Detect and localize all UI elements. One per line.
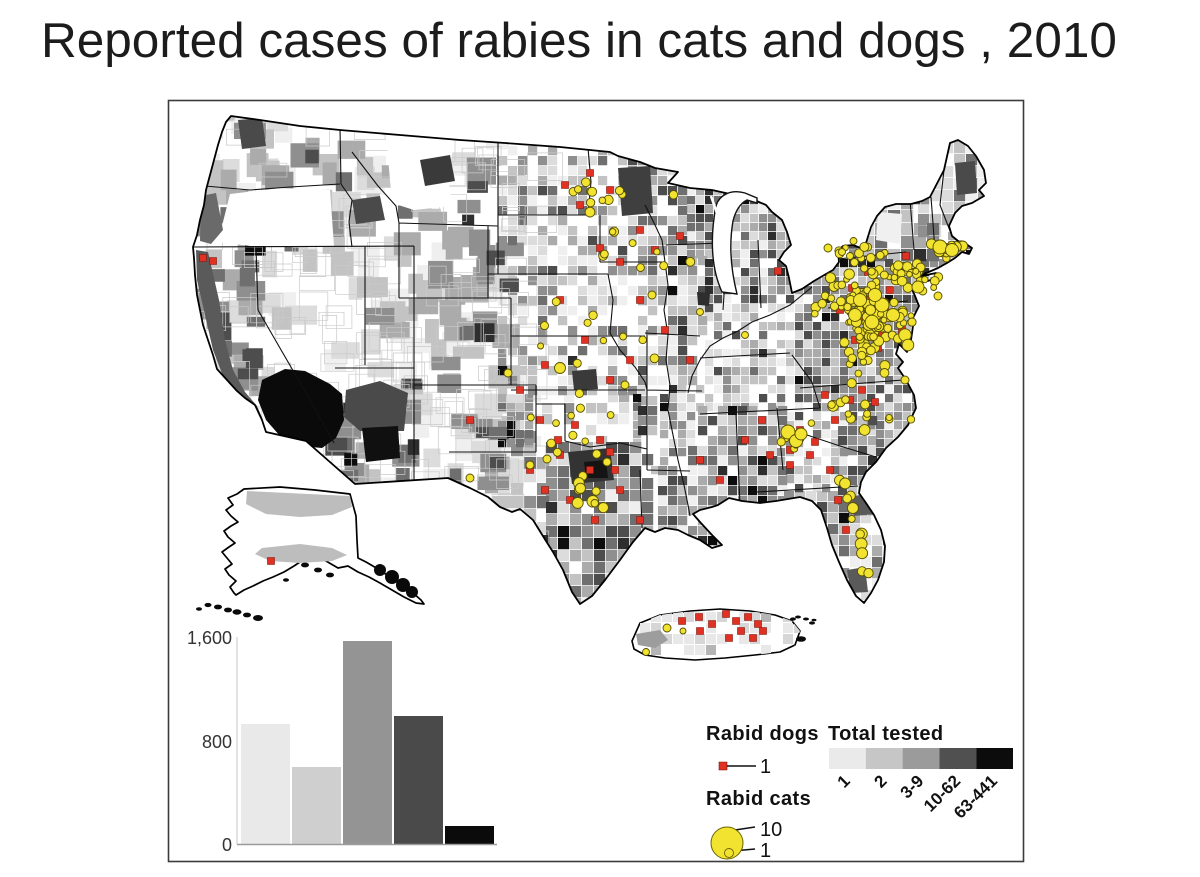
svg-text:Total tested: Total tested — [828, 723, 944, 745]
svg-text:Rabid cats: Rabid cats — [706, 788, 811, 810]
svg-text:800: 800 — [202, 732, 232, 752]
svg-text:0: 0 — [222, 835, 232, 855]
svg-text:1,600: 1,600 — [187, 628, 232, 648]
svg-text:1: 1 — [760, 756, 771, 778]
svg-text:Rabid dogs: Rabid dogs — [706, 723, 819, 745]
svg-text:1: 1 — [760, 840, 771, 862]
svg-text:10: 10 — [760, 819, 782, 841]
